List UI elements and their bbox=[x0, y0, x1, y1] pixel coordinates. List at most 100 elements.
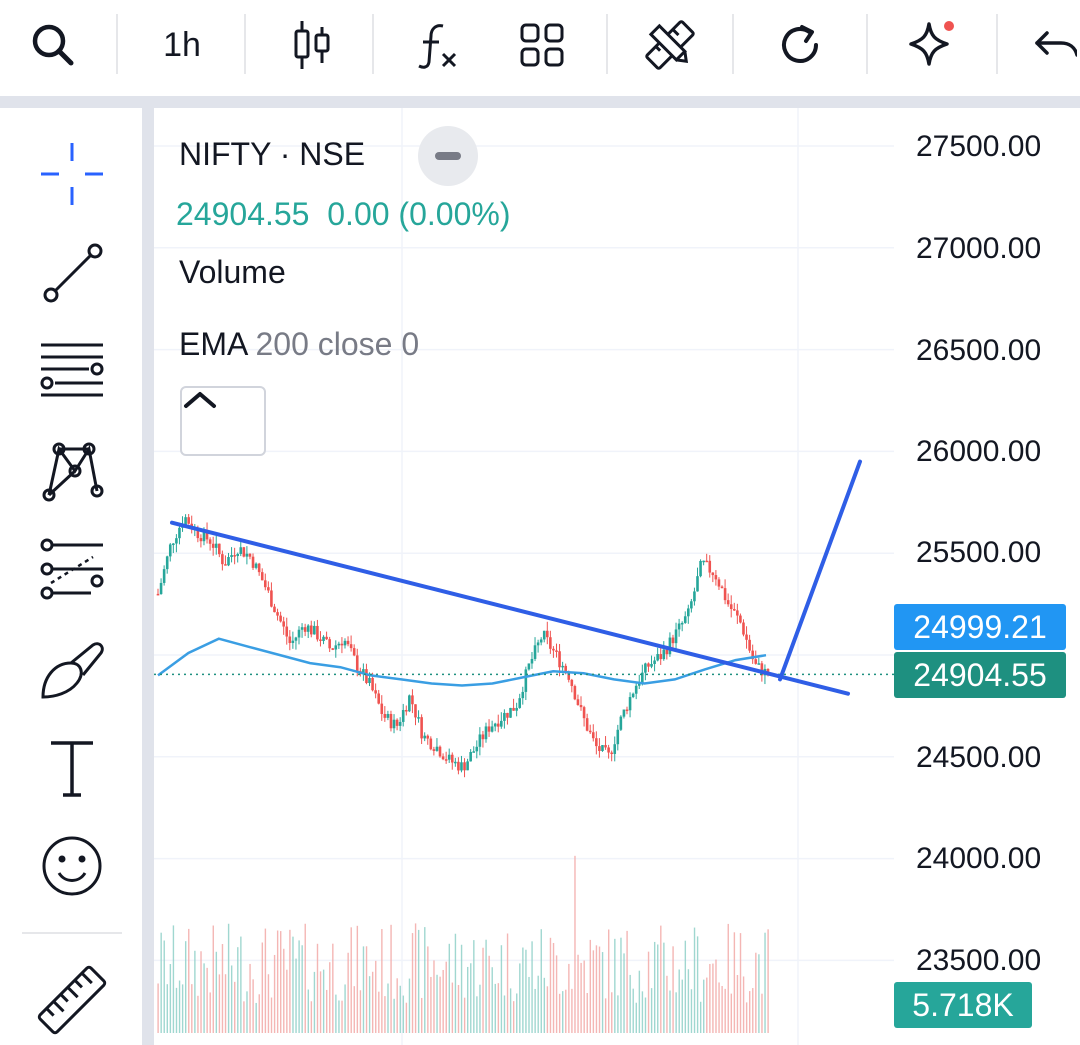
volume-bar bbox=[758, 954, 760, 1033]
volume-bar bbox=[310, 1001, 313, 1033]
search-icon[interactable] bbox=[18, 0, 88, 90]
candle-body bbox=[567, 672, 571, 680]
volume-bar bbox=[209, 992, 211, 1033]
volume-bar bbox=[500, 945, 503, 1033]
volume-bar bbox=[298, 940, 300, 1033]
candle-body bbox=[202, 530, 206, 542]
volume-bar bbox=[396, 978, 398, 1033]
volume-bar bbox=[629, 974, 631, 1033]
price-axis-label: 27000.00 bbox=[916, 232, 1042, 265]
candle-body bbox=[558, 651, 561, 668]
candle-body bbox=[687, 608, 690, 617]
volume-bar bbox=[739, 933, 742, 1033]
ema-line bbox=[157, 637, 767, 687]
volume-bar bbox=[742, 976, 745, 1033]
volume-bar bbox=[283, 948, 285, 1033]
volume-bar bbox=[531, 941, 533, 1033]
candle-body bbox=[389, 713, 393, 729]
emoji-icon[interactable] bbox=[32, 826, 112, 906]
volume-indicator-label[interactable]: Volume bbox=[179, 254, 286, 290]
price-axis-label: 24500.00 bbox=[916, 741, 1042, 774]
candle-body bbox=[165, 556, 169, 570]
volume-bar bbox=[589, 939, 592, 1033]
volume-bar bbox=[353, 986, 355, 1033]
candle-body bbox=[404, 709, 408, 712]
layouts-icon[interactable] bbox=[500, 0, 584, 90]
collapse-legend-button[interactable] bbox=[180, 386, 266, 456]
volume-bar bbox=[687, 969, 690, 1033]
candle-body bbox=[352, 648, 356, 656]
refresh-icon[interactable] bbox=[758, 0, 842, 90]
text-icon[interactable] bbox=[32, 728, 112, 808]
volume-bar bbox=[325, 989, 328, 1033]
candle-body bbox=[493, 723, 497, 727]
candle-body bbox=[613, 744, 617, 754]
volume-bar bbox=[215, 951, 218, 1033]
volume-bar bbox=[157, 983, 159, 1033]
symbol-title[interactable]: NIFTY · NSE bbox=[179, 136, 366, 172]
volume-bar bbox=[690, 989, 693, 1033]
fib-icon[interactable] bbox=[32, 528, 112, 608]
volume-bar bbox=[258, 994, 260, 1033]
candle-body bbox=[248, 553, 252, 557]
volume-bar bbox=[433, 960, 435, 1033]
price-chart[interactable] bbox=[154, 108, 1080, 1045]
drawing-tools-icon[interactable] bbox=[628, 0, 712, 90]
indicators-icon[interactable] bbox=[396, 0, 480, 90]
candle-body bbox=[270, 590, 273, 607]
volume-bar bbox=[638, 970, 641, 1033]
volume-bar bbox=[378, 991, 380, 1033]
ema-value-badge: 24999.21 bbox=[894, 604, 1066, 650]
interval-button[interactable]: 1h bbox=[140, 0, 224, 90]
candle-body bbox=[607, 747, 610, 753]
volume-bar bbox=[240, 936, 242, 1033]
crosshair-icon[interactable] bbox=[32, 134, 112, 214]
chevron-up-icon bbox=[184, 392, 216, 408]
volume-bar bbox=[565, 989, 567, 1033]
candle-body bbox=[178, 527, 181, 539]
candle-body bbox=[417, 717, 420, 719]
brush-icon[interactable] bbox=[32, 628, 112, 708]
candle-body bbox=[282, 621, 285, 627]
candle-body bbox=[447, 754, 451, 760]
candle-body bbox=[306, 625, 310, 632]
candle-body bbox=[365, 669, 368, 683]
ruler-icon[interactable] bbox=[32, 960, 112, 1040]
trendline-icon[interactable] bbox=[32, 232, 112, 312]
volume-bar bbox=[684, 940, 687, 1033]
candle-body bbox=[368, 677, 371, 683]
hide-legend-button[interactable] bbox=[418, 126, 478, 186]
candle-body bbox=[527, 663, 531, 670]
volume-bar bbox=[506, 933, 509, 1033]
candle-body bbox=[705, 560, 708, 563]
volume-bar bbox=[537, 975, 539, 1033]
price-axis-label: 24000.00 bbox=[916, 842, 1042, 875]
volume-bar bbox=[436, 974, 438, 1033]
sparkle-icon[interactable] bbox=[890, 0, 974, 90]
candle-body bbox=[156, 593, 160, 596]
undo-icon[interactable] bbox=[1030, 0, 1080, 90]
candle-body bbox=[343, 640, 347, 646]
volume-bar bbox=[384, 996, 386, 1033]
chart-panel[interactable]: NIFTY · NSE 24904.55 0.00 (0.00%) Volume… bbox=[154, 108, 1080, 1045]
candle-body bbox=[552, 648, 555, 651]
volume-bar bbox=[356, 925, 359, 1033]
pattern-icon[interactable] bbox=[32, 430, 112, 510]
volume-bar bbox=[703, 979, 705, 1033]
volume-bar bbox=[194, 950, 196, 1033]
candle-body bbox=[650, 663, 653, 667]
volume-bar bbox=[718, 982, 720, 1033]
volume-bar bbox=[203, 963, 205, 1033]
volume-bar bbox=[237, 947, 239, 1033]
candle-body bbox=[199, 538, 203, 542]
parallel-lines-icon[interactable] bbox=[32, 328, 112, 408]
candle-body bbox=[472, 751, 476, 753]
candle-body bbox=[371, 677, 374, 691]
candle-body bbox=[374, 690, 377, 694]
candle-body bbox=[634, 685, 638, 694]
candles-icon[interactable] bbox=[270, 0, 354, 90]
volume-bar bbox=[660, 925, 662, 1033]
ema-indicator-row[interactable]: EMA 200 close 0 bbox=[179, 326, 419, 363]
volume-bar bbox=[571, 988, 573, 1033]
volume-bar bbox=[184, 941, 187, 1033]
